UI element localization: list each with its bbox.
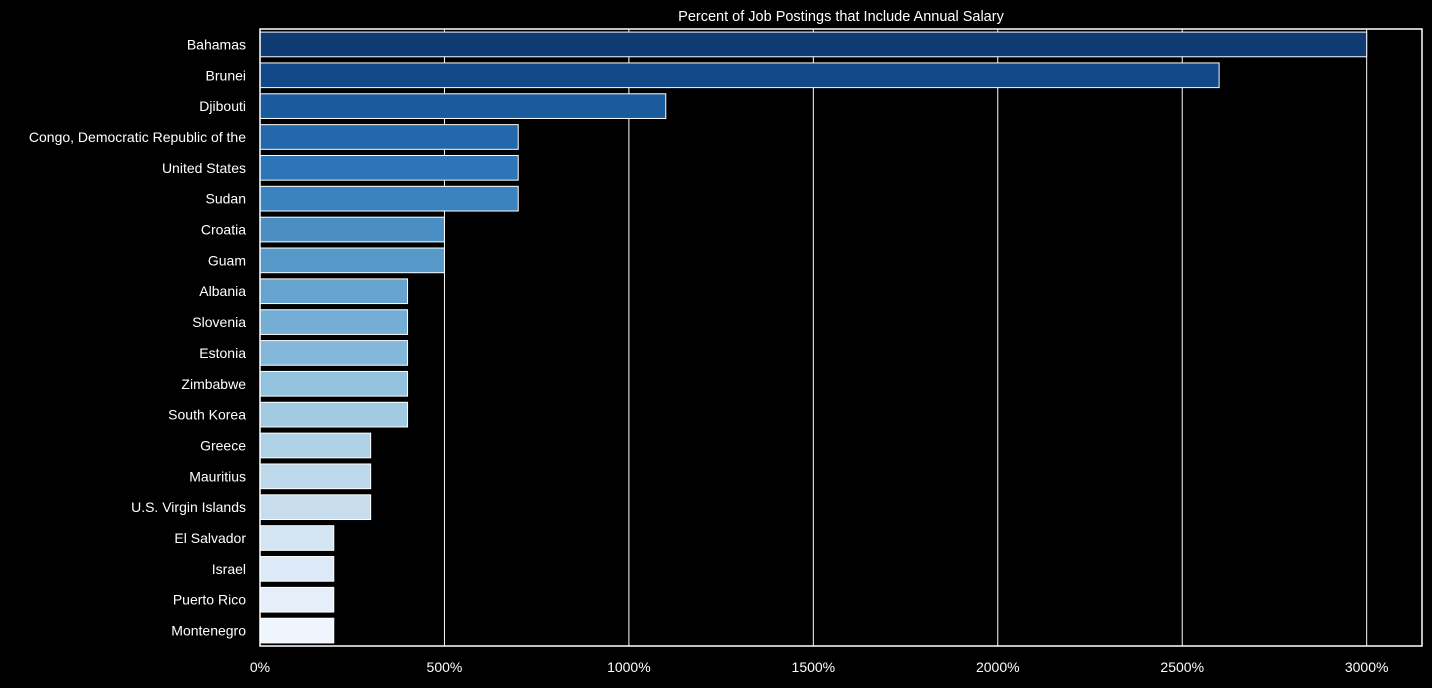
bar [259,62,1220,89]
x-tick-label: 2000% [976,659,1020,675]
category-label: Bahamas [187,36,246,52]
category-label: Guam [208,252,246,268]
category-label: Brunei [206,67,246,83]
bar [259,556,335,582]
x-tick-label: 0% [250,659,270,675]
category-label: Montenegro [171,623,246,639]
bar [259,309,409,335]
gridlines [259,29,1368,646]
bar [259,154,519,181]
category-label: Slovenia [192,314,246,330]
category-label: Djibouti [199,98,246,114]
bar [259,185,519,212]
category-label: U.S. Virgin Islands [131,499,246,515]
bar [259,463,372,490]
category-label: Zimbabwe [181,376,246,392]
plot-frame [259,28,1423,647]
category-label: Albania [199,283,246,299]
bar [259,247,445,274]
chart-title: Percent of Job Postings that Include Ann… [678,9,1004,25]
category-label: Israel [212,561,246,577]
bar [259,432,372,459]
bar [259,340,409,366]
bar [259,278,409,305]
category-label: Congo, Democratic Republic of the [29,129,246,145]
bars [259,31,1368,644]
bar [259,494,372,521]
x-tick-label: 1500% [792,659,836,675]
bar [259,216,445,243]
x-tick-labels: 0% 500% 1000% 1500% 2000% 2500% 3000% [250,659,1389,675]
category-label: South Korea [168,407,246,423]
category-label: Mauritius [189,468,246,484]
bar [259,370,409,397]
category-label: United States [162,160,246,176]
category-label: Estonia [199,345,246,361]
category-label: Sudan [206,191,246,207]
bar [259,93,667,119]
bar [259,124,519,150]
bar [259,586,335,613]
bar [259,525,335,551]
bar [259,401,409,428]
bar [259,31,1368,58]
x-tick-label: 3000% [1345,659,1389,675]
category-label: Greece [200,437,246,453]
category-label: Puerto Rico [173,592,246,608]
x-tick-label: 500% [427,659,463,675]
x-tick-label: 2500% [1160,659,1204,675]
x-tick-label: 1000% [607,659,651,675]
bar [259,617,335,644]
category-label: Croatia [201,222,246,238]
category-label: El Salvador [174,530,246,546]
category-labels: Bahamas Brunei Djibouti Congo, Democratic R… [29,36,246,638]
